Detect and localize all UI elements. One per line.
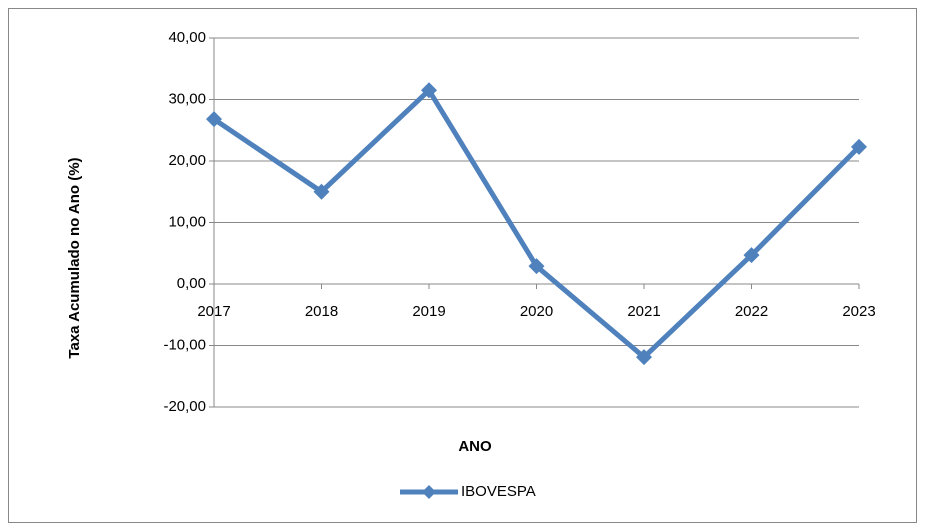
data-point	[206, 111, 222, 128]
y-tick-label: -10,00	[163, 336, 206, 353]
data-point	[636, 349, 652, 366]
y-tick-label: 40,00	[168, 29, 206, 46]
data-point	[421, 82, 437, 99]
x-tick-label: 2023	[842, 303, 875, 320]
legend-marker	[422, 485, 436, 499]
y-tick-label: 20,00	[168, 152, 206, 169]
x-tick-label: 2020	[520, 303, 553, 320]
data-point	[313, 183, 330, 200]
y-tick-label: 0,00	[177, 275, 206, 292]
x-tick-label: 2019	[412, 303, 445, 320]
y-tick-label: 10,00	[168, 213, 206, 230]
data-point	[851, 138, 867, 155]
legend-label: IBOVESPA	[461, 483, 536, 500]
data-point	[743, 247, 760, 264]
y-axis-title: Taxa Acumulado no Ano (%)	[66, 157, 83, 358]
x-tick-label: 2018	[305, 303, 338, 320]
y-tick-label: 30,00	[168, 90, 206, 107]
x-tick-label: 2021	[627, 303, 660, 320]
data-point	[528, 258, 545, 275]
y-tick-label: -20,00	[163, 398, 206, 415]
x-axis-title: ANO	[458, 438, 492, 455]
x-tick-label: 2017	[197, 303, 230, 320]
chart-border	[8, 8, 917, 523]
x-tick-label: 2022	[735, 303, 768, 320]
